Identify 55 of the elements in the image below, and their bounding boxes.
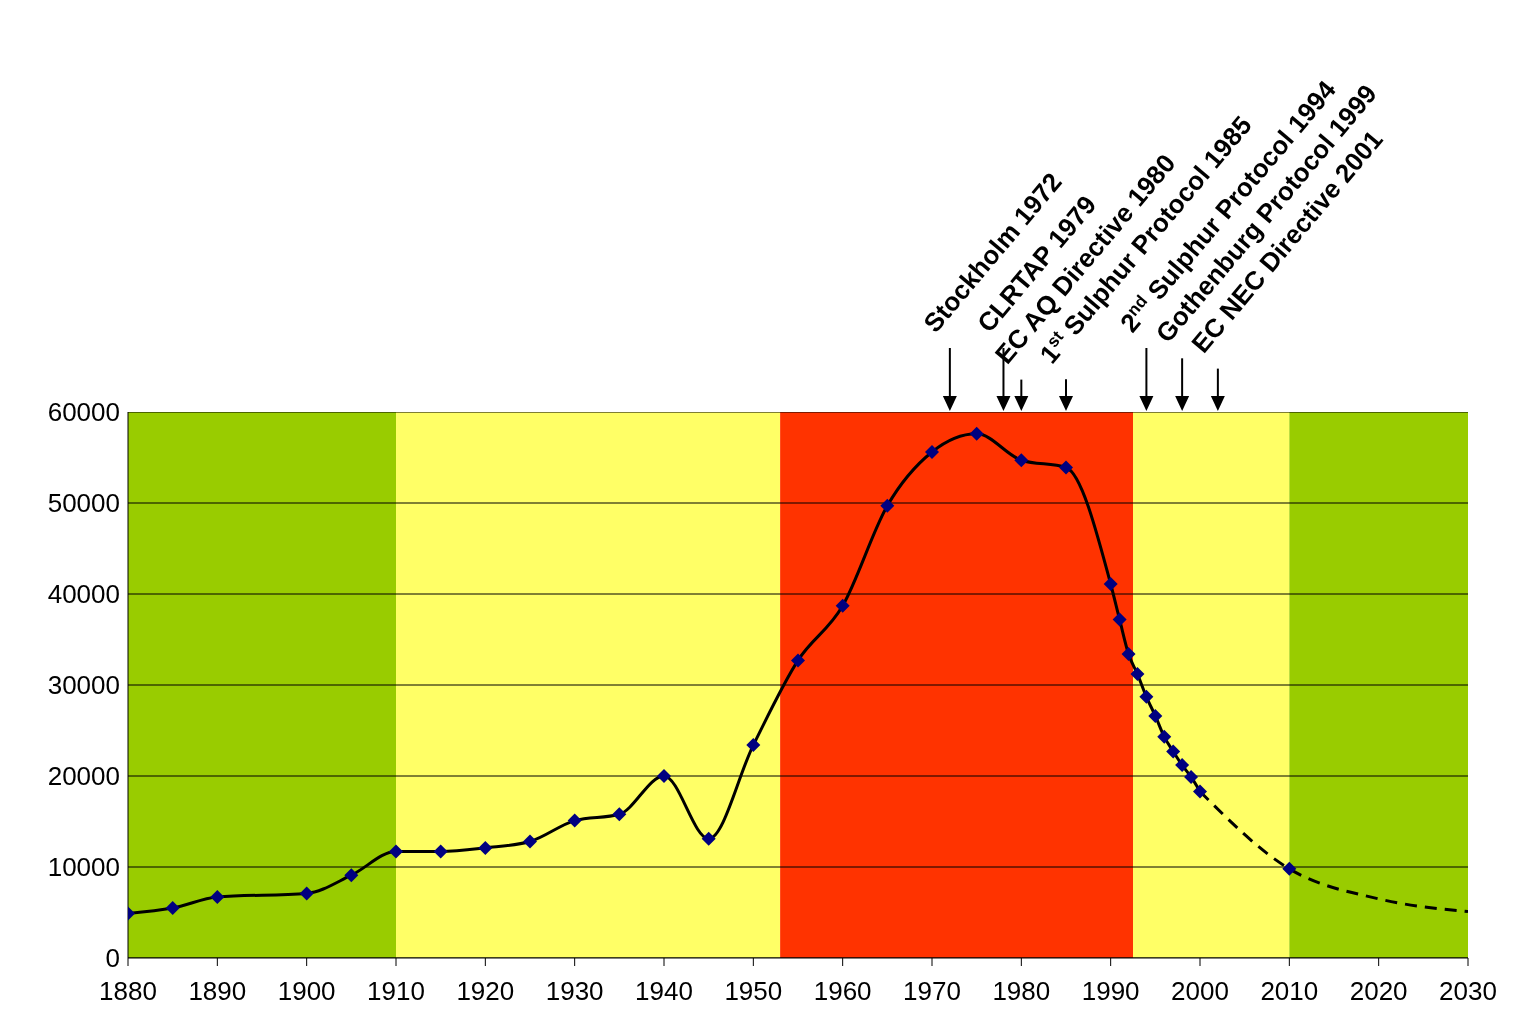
x-tick-label: 1930 — [545, 976, 604, 1007]
point — [1166, 744, 1181, 759]
point — [1157, 729, 1172, 744]
x-tick-label: 1950 — [724, 976, 783, 1007]
point — [1193, 784, 1207, 799]
point — [746, 738, 761, 753]
point — [1014, 453, 1029, 468]
x-tick-label: 1980 — [992, 976, 1051, 1007]
y-tick-label: 60000 — [47, 397, 120, 428]
point — [165, 900, 180, 915]
point — [299, 886, 314, 901]
point — [433, 844, 448, 859]
x-tick-label: 1890 — [188, 976, 247, 1007]
y-tick-label: 40000 — [47, 579, 120, 610]
x-tick-label: 2020 — [1349, 976, 1408, 1007]
x-tick-label: 1920 — [456, 976, 515, 1007]
point — [1139, 689, 1154, 704]
point — [389, 844, 403, 859]
point — [835, 598, 850, 613]
point — [523, 834, 537, 849]
point — [1130, 667, 1145, 682]
y-tick-label: 10000 — [47, 852, 120, 883]
point — [567, 813, 582, 828]
point — [1184, 769, 1199, 784]
point — [925, 445, 939, 460]
point — [701, 831, 716, 846]
x-tick-label: 1900 — [277, 976, 336, 1007]
x-tick-label: 1940 — [635, 976, 693, 1007]
point — [344, 868, 359, 883]
x-tick-label: 1960 — [813, 976, 872, 1007]
x-tick-label: 1910 — [367, 976, 425, 1007]
point — [1121, 647, 1136, 662]
x-tick-label: 1880 — [99, 976, 157, 1007]
y-tick-label: 30000 — [47, 670, 120, 701]
y-tick-label: 20000 — [47, 761, 120, 792]
point — [1112, 612, 1127, 627]
x-tick-label: 2000 — [1171, 976, 1229, 1007]
point — [657, 769, 671, 783]
point — [1148, 708, 1163, 723]
point — [612, 807, 627, 822]
point — [1103, 576, 1118, 591]
point — [478, 840, 493, 855]
x-tick-label: 1970 — [903, 976, 961, 1007]
y-tick-label: 50000 — [47, 488, 120, 519]
x-tick-label: 1990 — [1081, 976, 1140, 1007]
point — [1059, 460, 1073, 475]
y-tick-label: 0 — [105, 943, 120, 974]
point — [791, 653, 805, 668]
point — [969, 426, 984, 441]
x-tick-label: 2010 — [1260, 976, 1319, 1007]
point — [880, 498, 895, 513]
x-tick-label: 2030 — [1439, 976, 1497, 1007]
point — [1175, 758, 1190, 773]
point — [210, 890, 225, 905]
point — [1282, 861, 1297, 876]
